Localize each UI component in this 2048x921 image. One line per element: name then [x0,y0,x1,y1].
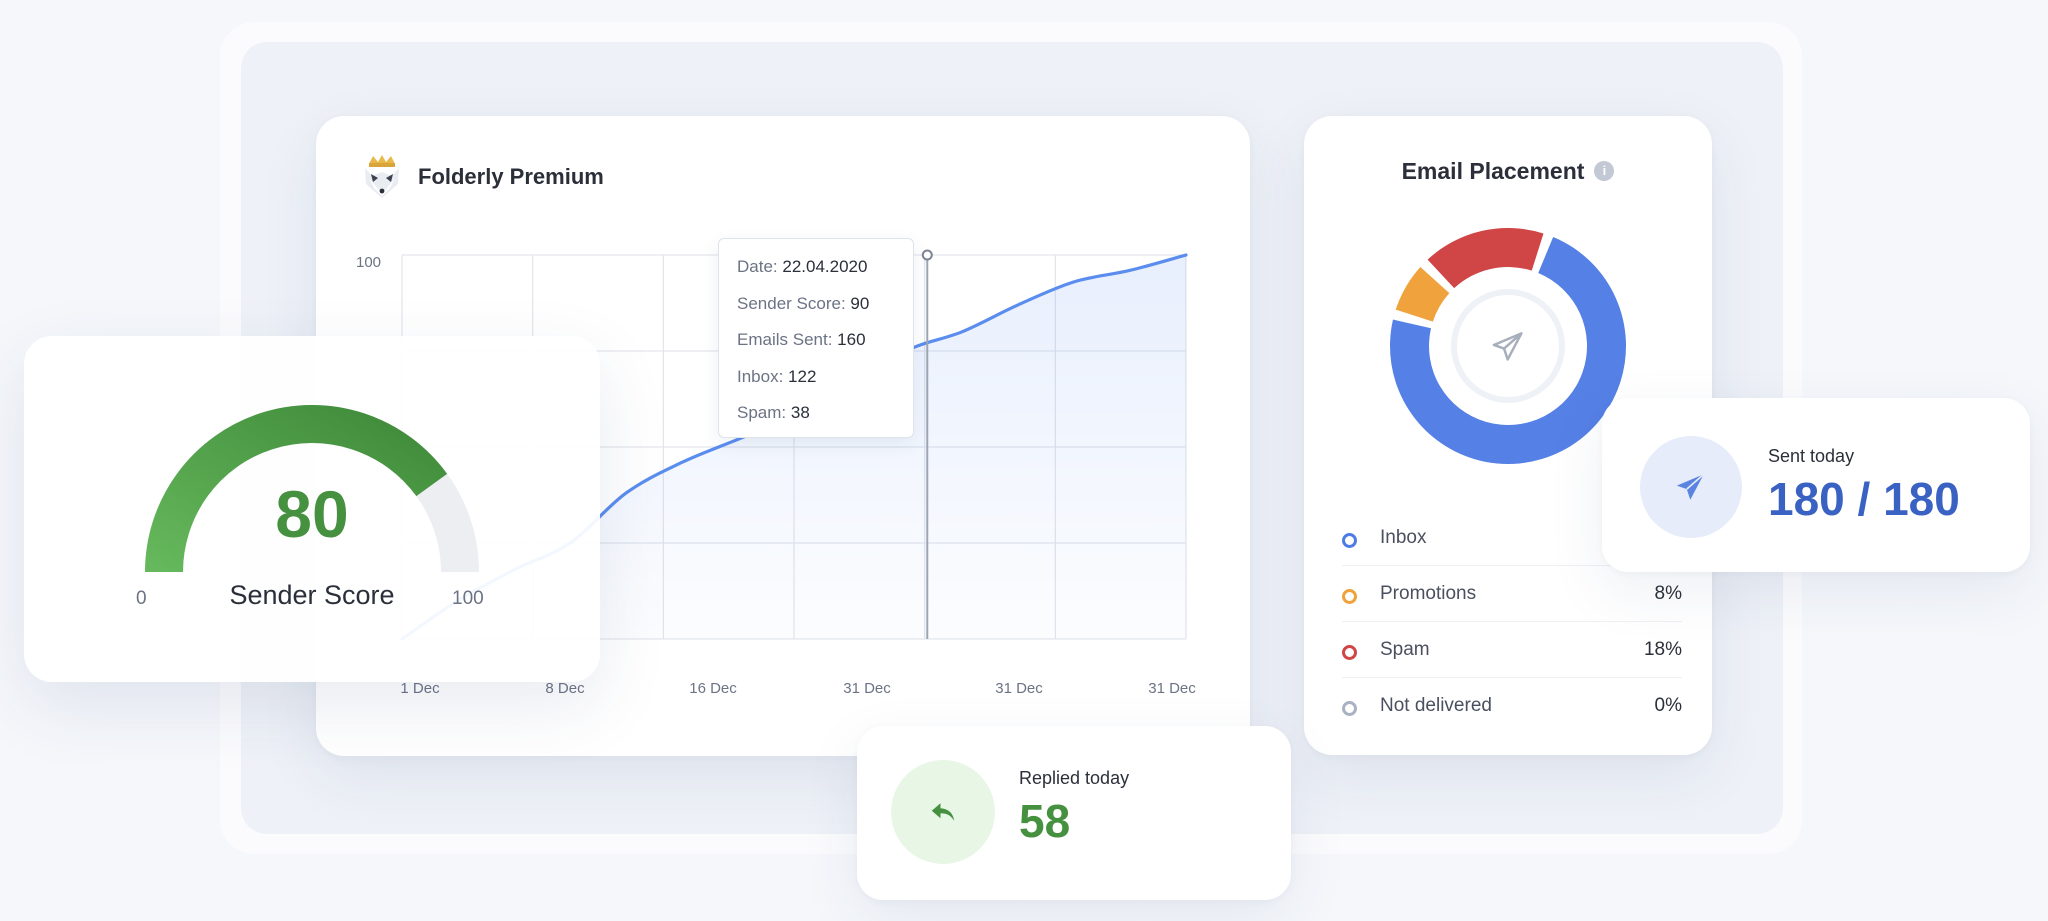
legend-dot [1342,645,1357,660]
placement-donut-chart [1390,228,1626,464]
replied-today-value: 58 [1019,795,1071,847]
legend-label: Not delivered [1380,695,1492,716]
legend-item-not-delivered: Not delivered 0% [1342,678,1682,733]
replied-icon-badge [891,760,995,864]
sent-today-card: Sent today 180 / 180 [1602,398,2030,572]
legend-label: Spam [1380,639,1430,660]
x-tick-label: 31 Dec [843,680,891,697]
placement-title-row: Email Placement i [1304,158,1712,185]
sender-score-label: Sender Score [229,580,395,610]
legend-percent: 8% [1654,583,1682,604]
tooltip-spam-label: Spam: [737,403,787,422]
paper-plane-icon [1676,473,1705,500]
legend-item-spam: Spam 18% [1342,622,1682,678]
replied-today-label: Replied today [1019,768,1130,788]
tooltip-inbox-value: 122 [788,366,817,386]
reply-arrow-icon [931,803,955,821]
sent-icon-badge [1640,436,1742,538]
replied-today-card: Replied today 58 [857,726,1291,900]
gauge-fill [145,405,448,573]
sender-score-gauge [145,405,479,573]
sender-score-value: 80 [275,477,349,551]
brand-header: Folderly Premium [360,154,604,200]
paper-plane-icon [1492,332,1523,361]
tooltip-date-value: 22.04.2020 [782,257,868,276]
y-tick-label: 100 [356,254,381,271]
fox-with-crown-icon [365,155,399,198]
tooltip-score-value: 90 [850,293,870,313]
brand-name: Folderly Premium [418,164,604,189]
tooltip-score-label: Sender Score: [737,293,846,313]
placement-title: Email Placement [1401,158,1585,184]
tooltip-inbox-label: Inbox: [737,366,784,386]
legend-dot [1342,701,1357,716]
hover-marker-dot [921,249,933,261]
legend-label: Inbox [1380,527,1427,548]
sender-score-card: 80 Sender Score 0 100 [24,336,600,682]
info-icon[interactable]: i [1594,160,1615,181]
legend-item-promotions: Promotions 8% [1342,566,1682,622]
tooltip-sent-value: 160 [837,330,866,349]
legend-percent: 18% [1643,639,1682,660]
x-tick-label: 8 Dec [545,680,585,697]
donut-segment-inbox [1390,236,1626,464]
gauge-max-label: 100 [452,588,484,609]
tooltip-spam-value: 38 [790,403,810,422]
x-tick-label: 1 Dec [400,680,440,697]
donut-segment-spam [1427,228,1544,289]
legend-dot [1342,589,1357,604]
legend-dot [1342,533,1357,548]
tooltip-sent-label: Emails Sent: [737,330,833,349]
x-tick-label: 16 Dec [689,680,737,697]
tooltip-date-label: Date: [737,257,778,276]
sent-today-label: Sent today [1768,446,1855,466]
legend-label: Promotions [1380,583,1477,604]
legend-percent: 0% [1654,695,1682,716]
gauge-min-label: 0 [136,588,147,609]
sent-today-value: 180 / 180 [1768,473,1960,525]
donut-segment-promotions [1395,266,1450,322]
donut-center-ring [1451,289,1565,403]
x-tick-label: 31 Dec [995,680,1043,697]
x-tick-label: 31 Dec [1148,680,1196,697]
chart-tooltip: Date: 22.04.2020 Sender Score: 90 Emails… [718,238,914,438]
